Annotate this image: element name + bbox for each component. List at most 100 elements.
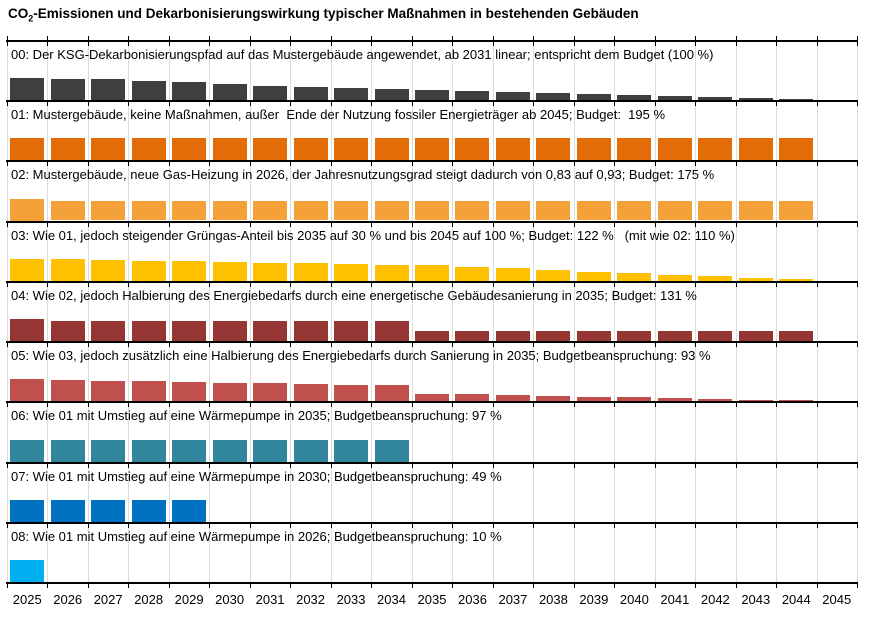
axis-tick-down bbox=[452, 523, 454, 528]
axis-tick-up bbox=[452, 36, 454, 40]
axis-tick-down bbox=[816, 584, 818, 588]
axis-tick-down bbox=[816, 42, 818, 46]
axis-tick-down bbox=[492, 102, 494, 106]
bar-01-2030 bbox=[212, 138, 247, 161]
baseline-01 bbox=[6, 160, 858, 163]
bar-07-2026 bbox=[50, 499, 85, 522]
bar-02-2041 bbox=[657, 200, 692, 221]
axis-tick-up bbox=[330, 36, 332, 40]
bar-05-2034 bbox=[374, 385, 409, 402]
axis-tick-down bbox=[128, 42, 130, 46]
axis-tick-down bbox=[249, 584, 251, 588]
axis-tick-down bbox=[533, 463, 535, 468]
axis-tick-down bbox=[452, 584, 454, 588]
bar-07-2029 bbox=[172, 499, 207, 522]
axis-tick-down bbox=[695, 584, 697, 588]
axis-tick-down bbox=[776, 343, 778, 347]
axis-tick-down bbox=[735, 403, 737, 408]
axis-tick-down bbox=[492, 222, 494, 227]
axis-tick-down bbox=[249, 523, 251, 528]
bar-05-2042 bbox=[698, 398, 733, 402]
axis-tick-down bbox=[614, 42, 616, 46]
axis-tick-down bbox=[573, 523, 575, 528]
bar-03-2025 bbox=[10, 258, 45, 281]
vertical-gridline bbox=[654, 40, 656, 582]
axis-tick-down bbox=[47, 102, 49, 106]
axis-tick-down bbox=[7, 222, 8, 227]
bar-03-2033 bbox=[334, 264, 369, 281]
axis-tick-down bbox=[290, 282, 292, 287]
axis-tick-down bbox=[209, 523, 211, 528]
axis-tick-down bbox=[47, 523, 49, 528]
axis-tick-down bbox=[371, 162, 373, 167]
axis-tick-up bbox=[614, 36, 616, 40]
axis-tick-down bbox=[249, 282, 251, 287]
bar-05-2035 bbox=[415, 393, 449, 402]
bar-03-2028 bbox=[131, 260, 166, 281]
axis-tick-down bbox=[168, 343, 170, 347]
axis-tick-down bbox=[857, 343, 858, 347]
axis-tick-down bbox=[654, 222, 656, 227]
axis-tick-up bbox=[492, 36, 494, 40]
bar-00-2037 bbox=[495, 91, 530, 100]
vertical-gridline bbox=[857, 40, 858, 582]
bar-00-2032 bbox=[293, 86, 328, 100]
axis-tick-down bbox=[573, 343, 575, 347]
axis-tick-down bbox=[654, 463, 656, 468]
axis-tick-down bbox=[735, 523, 737, 528]
bar-06-2027 bbox=[91, 439, 126, 462]
bar-02-2025 bbox=[10, 198, 45, 221]
x-axis-label-2045: 2045 bbox=[822, 592, 852, 607]
axis-tick-down bbox=[816, 162, 818, 167]
axis-tick-down bbox=[452, 42, 454, 46]
x-axis-label-2028: 2028 bbox=[134, 592, 164, 607]
axis-tick-down bbox=[47, 162, 49, 167]
axis-tick-down bbox=[87, 343, 89, 347]
bar-01-2034 bbox=[374, 138, 409, 161]
axis-tick-down bbox=[533, 403, 535, 408]
axis-tick-down bbox=[614, 162, 616, 167]
bar-05-2041 bbox=[657, 398, 692, 402]
axis-tick-down bbox=[735, 162, 737, 167]
axis-tick-down bbox=[776, 523, 778, 528]
bar-05-2043 bbox=[738, 399, 773, 402]
axis-tick-down bbox=[87, 102, 89, 106]
axis-tick-down bbox=[7, 282, 8, 287]
bar-05-2025 bbox=[10, 379, 45, 402]
axis-tick-down bbox=[290, 102, 292, 106]
axis-tick-down bbox=[249, 403, 251, 408]
axis-tick-down bbox=[857, 102, 858, 106]
axis-tick-down bbox=[330, 222, 332, 227]
bar-04-2036 bbox=[455, 331, 490, 341]
axis-tick-down bbox=[371, 222, 373, 227]
axis-tick-down bbox=[857, 162, 858, 167]
axis-tick-down bbox=[533, 162, 535, 167]
axis-tick-down bbox=[7, 102, 8, 106]
bar-04-2032 bbox=[293, 321, 328, 341]
top-axis-line bbox=[6, 40, 858, 42]
axis-tick-down bbox=[249, 343, 251, 347]
x-axis-label-2029: 2029 bbox=[174, 592, 204, 607]
bar-00-2039 bbox=[576, 93, 611, 100]
axis-tick-down bbox=[168, 222, 170, 227]
bar-03-2035 bbox=[415, 265, 449, 281]
axis-tick-down bbox=[290, 222, 292, 227]
axis-tick-down bbox=[654, 102, 656, 106]
bar-00-2034 bbox=[374, 88, 409, 100]
axis-tick-down bbox=[128, 343, 130, 347]
bar-01-2033 bbox=[334, 138, 369, 161]
axis-tick-down bbox=[452, 403, 454, 408]
x-axis-label-2040: 2040 bbox=[619, 592, 649, 607]
axis-tick-down bbox=[857, 403, 858, 408]
axis-tick-up bbox=[209, 36, 211, 40]
bar-07-2028 bbox=[131, 499, 166, 522]
bar-05-2038 bbox=[536, 395, 571, 402]
bar-02-2037 bbox=[495, 200, 530, 221]
bar-06-2029 bbox=[172, 439, 207, 462]
axis-tick-down bbox=[411, 282, 413, 287]
axis-tick-down bbox=[168, 584, 170, 588]
axis-tick-down bbox=[209, 102, 211, 106]
axis-tick-down bbox=[654, 42, 656, 46]
axis-tick-up bbox=[654, 36, 656, 40]
